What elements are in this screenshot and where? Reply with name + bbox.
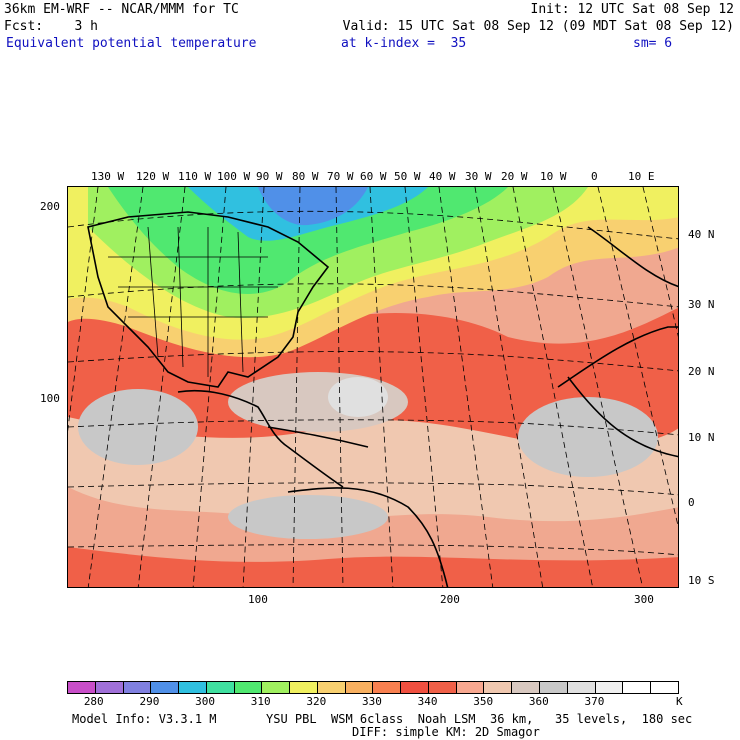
colorbar-swatch: [567, 682, 596, 693]
lon-label: 0: [591, 170, 598, 183]
lon-label: 130 W: [91, 170, 125, 183]
field-blue-zone: [258, 187, 368, 226]
colorbar-swatch: [373, 682, 402, 693]
lon-label: 70 W: [327, 170, 354, 183]
physics-info: YSU PBL WSM 6class Noah LSM 36 km, 35 le…: [266, 712, 693, 726]
map-panel: [67, 186, 679, 588]
lon-label: 90 W: [256, 170, 283, 183]
colorbar-label: 360: [528, 695, 549, 708]
colorbar-swatch: [151, 682, 180, 693]
colorbar-label: 280: [83, 695, 104, 708]
field-gray-africa-coast: [518, 397, 658, 477]
colorbar-swatch: [623, 682, 652, 693]
lon-label: 10 E: [628, 170, 655, 183]
colorbar-label: 370: [584, 695, 605, 708]
grid-x-label: 300: [634, 593, 654, 606]
colorbar-swatch: [68, 682, 96, 693]
grid-y-label: 200: [40, 200, 60, 213]
colorbar-swatch: [484, 682, 513, 693]
colorbar-swatch: [123, 682, 152, 693]
lat-label: 40 N: [688, 228, 715, 241]
colorbar-swatch: [95, 682, 124, 693]
lon-label: 10 W: [540, 170, 567, 183]
colorbar-label: 290: [139, 695, 160, 708]
colorbar-swatch: [345, 682, 374, 693]
lon-label: 30 W: [465, 170, 492, 183]
colorbar-swatch: [179, 682, 207, 693]
colorbar-label: 310: [250, 695, 271, 708]
latlon-grid: [68, 187, 678, 587]
field-name: Equivalent potential temperature: [6, 36, 257, 51]
forecast-hour: Fcst: 3 h: [4, 19, 98, 34]
colorbar-swatch: [540, 682, 568, 693]
colorbar-swatch: [512, 682, 541, 693]
colorbar-label: 340: [417, 695, 438, 708]
grid-x-label: 200: [440, 593, 460, 606]
field-gray-east-pacific: [78, 389, 198, 465]
colorbar-label: 300: [195, 695, 215, 708]
lon-label: 80 W: [292, 170, 319, 183]
field-white-core: [328, 377, 388, 417]
grid-x-label: 100: [248, 593, 268, 606]
theta-e-map: [68, 187, 678, 587]
colorbar-swatch: [234, 682, 263, 693]
colorbar-swatch: [401, 682, 429, 693]
valid-time: Valid: 15 UTC Sat 08 Sep 12 (09 MDT Sat …: [342, 19, 734, 34]
colorbar-swatch: [262, 682, 291, 693]
model-info: Model Info: V3.3.1 M: [72, 712, 217, 726]
lon-label: 40 W: [429, 170, 456, 183]
coastlines: [87, 211, 678, 587]
colorbar-swatch: [428, 682, 457, 693]
diffusion-info: DIFF: simple KM: 2D Smagor: [352, 725, 540, 739]
init-time: Init: 12 UTC Sat 08 Sep 12: [530, 2, 735, 17]
lon-label: 110 W: [178, 170, 212, 183]
lon-label: 120 W: [136, 170, 170, 183]
colorbar-label: 320: [306, 695, 327, 708]
colorbar-swatch: [595, 682, 624, 693]
lon-label: 50 W: [394, 170, 421, 183]
field-south-red: [68, 547, 678, 587]
lat-label: 0: [688, 496, 695, 509]
colorbar-swatch: [290, 682, 318, 693]
lat-label: 10 N: [688, 431, 715, 444]
colorbar-unit: K: [676, 695, 683, 708]
state-boundaries: [108, 226, 278, 377]
lat-label: 20 N: [688, 365, 715, 378]
lon-label: 60 W: [360, 170, 387, 183]
colorbar-swatch: [456, 682, 485, 693]
colorbar-swatch: [317, 682, 346, 693]
lat-label: 30 N: [688, 298, 715, 311]
colorbar-swatch: [651, 682, 678, 693]
colorbar-label: 350: [473, 695, 494, 708]
colorbar-swatch: [206, 682, 235, 693]
grid-y-label: 100: [40, 392, 60, 405]
lat-label: 10 S: [688, 574, 715, 587]
lon-label: 20 W: [501, 170, 528, 183]
colorbar: [67, 681, 679, 694]
smoothing-label: sm= 6: [633, 36, 673, 51]
field-gray-south-america: [228, 495, 388, 539]
lon-label: 100 W: [217, 170, 251, 183]
k-index-label: at k-index = 35: [341, 36, 467, 51]
colorbar-label: 330: [362, 695, 382, 708]
model-title: 36km EM-WRF -- NCAR/MMM for TC: [4, 2, 239, 17]
